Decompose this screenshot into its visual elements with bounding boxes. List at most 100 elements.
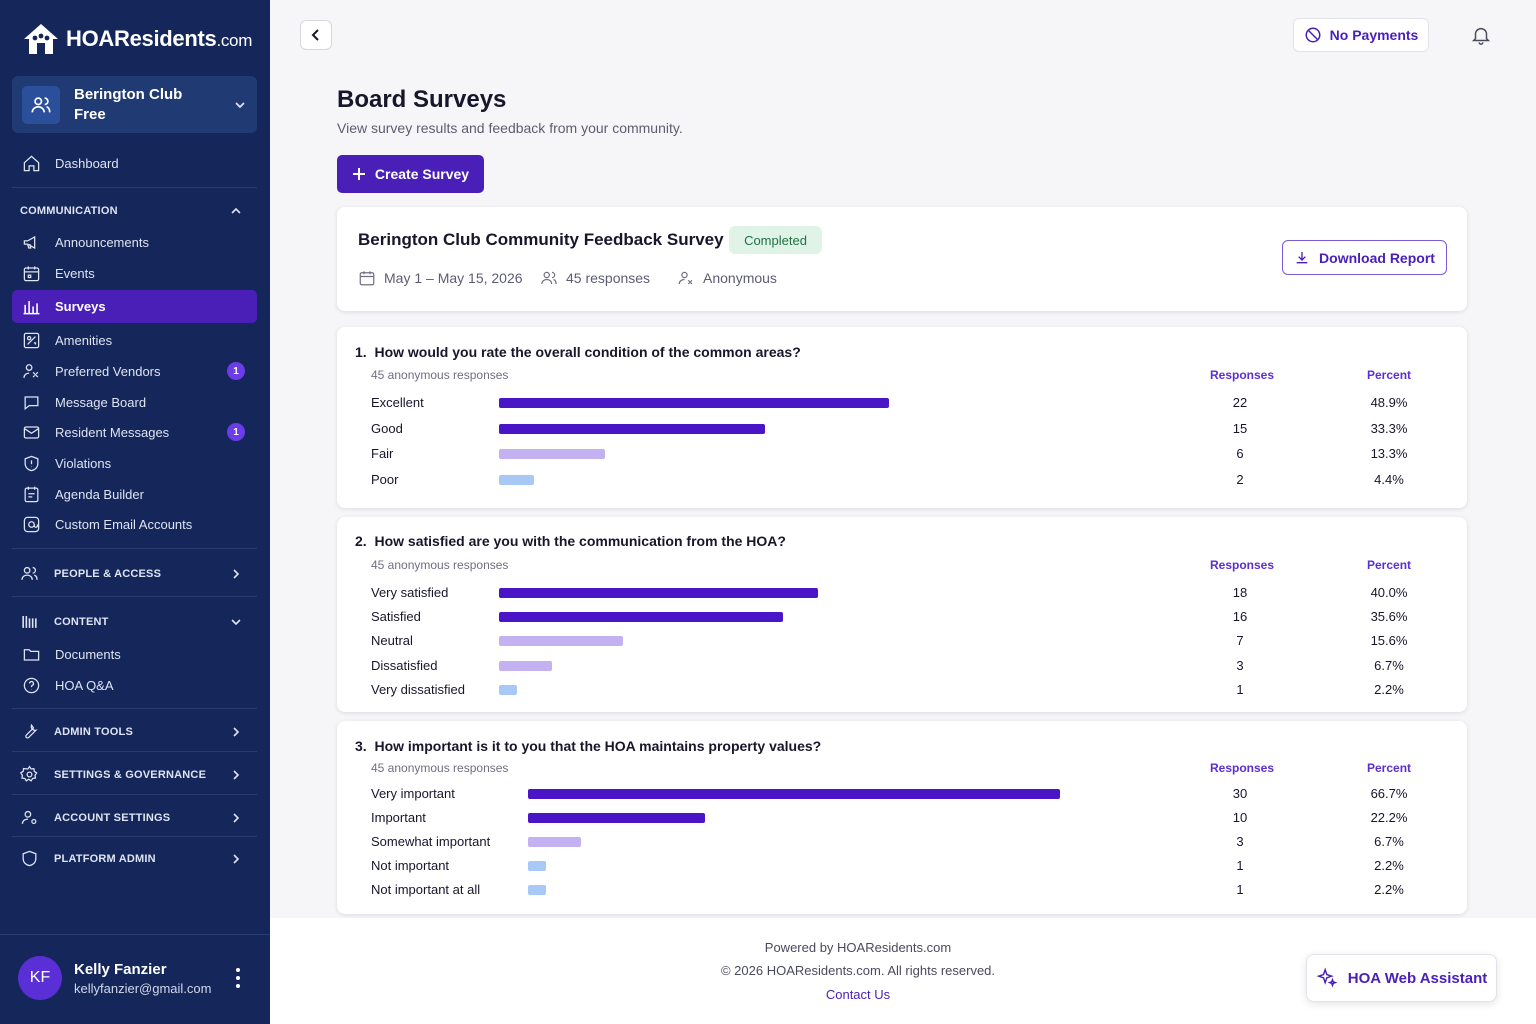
house-logo-icon xyxy=(24,24,58,54)
contact-us-link[interactable]: Contact Us xyxy=(825,987,891,1002)
answer-label: Very dissatisfied xyxy=(371,681,465,697)
answer-row: Important 10 22.2% xyxy=(337,808,1467,828)
answer-bar xyxy=(499,684,517,695)
answer-label: Poor xyxy=(371,471,399,487)
answer-count: 16 xyxy=(1232,609,1248,625)
survey-dates: May 1 – May 15, 2026 xyxy=(358,269,523,287)
question-title: 1. How would you rate the overall condit… xyxy=(355,344,801,360)
survey-response-count: 45 responses xyxy=(540,269,650,287)
shield-icon xyxy=(24,455,39,471)
answer-row: Very important 30 66.7% xyxy=(337,784,1467,804)
answer-bar xyxy=(499,449,606,459)
sidebar-item-events[interactable]: Events xyxy=(12,257,257,289)
amenities-icon xyxy=(23,332,40,348)
prohibited-icon xyxy=(1305,27,1321,43)
payments-status-button[interactable]: No Payments xyxy=(1293,18,1429,52)
answer-count: 2 xyxy=(1236,471,1244,487)
home-icon xyxy=(23,155,40,171)
responses-column-header: Responses xyxy=(1210,368,1275,382)
sidebar-item-message-board[interactable]: Message Board xyxy=(12,386,257,418)
answer-percent: 48.9% xyxy=(1370,395,1408,410)
sidebar-item-agenda-builder[interactable]: Agenda Builder xyxy=(12,478,257,510)
answer-row: Dissatisfied 3 6.7% xyxy=(337,656,1467,676)
answer-percent: 66.7% xyxy=(1370,786,1408,801)
question-circle-icon xyxy=(23,677,40,693)
divider xyxy=(12,548,257,549)
answer-row: Satisfied 16 35.6% xyxy=(337,607,1467,627)
agenda-icon xyxy=(24,486,39,502)
answer-bar xyxy=(499,660,553,671)
answer-label: Important xyxy=(371,810,426,825)
responses-column-header: Responses xyxy=(1210,761,1275,775)
answer-label: Fair xyxy=(371,446,394,461)
community-switcher[interactable]: Berington Club Free xyxy=(12,76,257,133)
answer-percent: 13.3% xyxy=(1370,446,1408,461)
divider xyxy=(12,596,257,597)
answer-count: 10 xyxy=(1232,810,1248,825)
anonymous-user-icon xyxy=(678,271,693,285)
back-button[interactable] xyxy=(300,20,332,50)
answer-percent: 2.2% xyxy=(1374,882,1404,897)
messages-count-badge: 1 xyxy=(227,423,245,441)
chevron-up-icon xyxy=(231,207,241,214)
sidebar-item-announcements[interactable]: Announcements xyxy=(12,226,257,258)
vendors-count-badge: 1 xyxy=(227,362,245,380)
user-gear-icon xyxy=(21,810,37,825)
answer-count: 30 xyxy=(1232,786,1248,801)
answer-count: 1 xyxy=(1236,882,1244,897)
question-response-summary: 45 anonymous responses xyxy=(371,558,509,572)
sidebar-item-amenities[interactable]: Amenities xyxy=(12,324,257,356)
chevron-right-icon xyxy=(233,853,240,864)
section-settings-governance[interactable]: SETTINGS & GOVERNANCE xyxy=(20,765,250,784)
sidebar-item-violations[interactable]: Violations xyxy=(12,447,257,479)
section-communication[interactable]: COMMUNICATION xyxy=(20,205,250,217)
responses-column-header: Responses xyxy=(1210,558,1275,572)
avatar[interactable]: KF xyxy=(18,956,62,1000)
section-people-access[interactable]: PEOPLE & ACCESS xyxy=(20,564,250,583)
page-title: Board Surveys xyxy=(337,86,507,113)
section-admin-tools[interactable]: ADMIN TOOLS xyxy=(20,722,250,741)
sidebar-item-preferred-vendors[interactable]: Preferred Vendors 1 xyxy=(12,355,257,387)
hoa-web-assistant-button[interactable]: HOA Web Assistant xyxy=(1306,954,1497,1002)
answer-percent: 33.3% xyxy=(1370,420,1408,436)
calendar-icon xyxy=(359,271,375,286)
question-card-1: 1. How would you rate the overall condit… xyxy=(337,327,1467,508)
sidebar-item-custom-email[interactable]: Custom Email Accounts xyxy=(12,508,257,540)
answer-percent: 15.6% xyxy=(1370,633,1408,649)
mail-icon xyxy=(23,425,40,439)
answer-count: 22 xyxy=(1232,395,1248,410)
answer-bar xyxy=(499,588,819,598)
answer-count: 15 xyxy=(1232,420,1248,436)
sidebar-item-surveys[interactable]: Surveys xyxy=(12,290,257,323)
question-title: 3. How important is it to you that the H… xyxy=(355,738,822,754)
download-icon xyxy=(1296,251,1308,263)
sidebar-item-dashboard[interactable]: Dashboard xyxy=(12,147,257,179)
bell-icon[interactable] xyxy=(1470,24,1492,46)
shield-outline-icon xyxy=(22,850,37,867)
answer-label: Dissatisfied xyxy=(371,657,438,673)
app-logo[interactable]: HOAResidents.com xyxy=(22,22,252,56)
sidebar-item-documents[interactable]: Documents xyxy=(12,638,257,670)
percent-column-header: Percent xyxy=(1367,761,1412,775)
section-account-settings[interactable]: ACCOUNT SETTINGS xyxy=(20,808,250,827)
status-badge: Completed xyxy=(729,226,822,254)
question-card-2: 2. How satisfied are you with the commun… xyxy=(337,517,1467,712)
at-sign-icon xyxy=(23,516,40,532)
chat-bubble-icon xyxy=(24,395,39,410)
chevron-right-icon xyxy=(233,812,240,823)
answer-bar xyxy=(528,813,706,823)
more-vertical-icon[interactable] xyxy=(234,967,242,989)
answer-bar xyxy=(499,398,890,408)
answer-row: Neutral 7 15.6% xyxy=(337,631,1467,651)
answer-count: 18 xyxy=(1232,585,1248,600)
download-report-button[interactable]: Download Report xyxy=(1282,240,1447,275)
sidebar-item-resident-messages[interactable]: Resident Messages 1 xyxy=(12,416,257,448)
answer-percent: 2.2% xyxy=(1374,681,1404,697)
answer-row: Very dissatisfied 1 2.2% xyxy=(337,680,1467,700)
divider xyxy=(12,187,257,188)
section-content[interactable]: CONTENT xyxy=(20,612,250,631)
section-platform-admin[interactable]: PLATFORM ADMIN xyxy=(20,849,250,868)
sidebar-item-hoa-qa[interactable]: HOA Q&A xyxy=(12,669,257,701)
create-survey-button[interactable]: Create Survey xyxy=(337,155,484,193)
answer-row: Poor 2 4.4% xyxy=(337,470,1467,490)
